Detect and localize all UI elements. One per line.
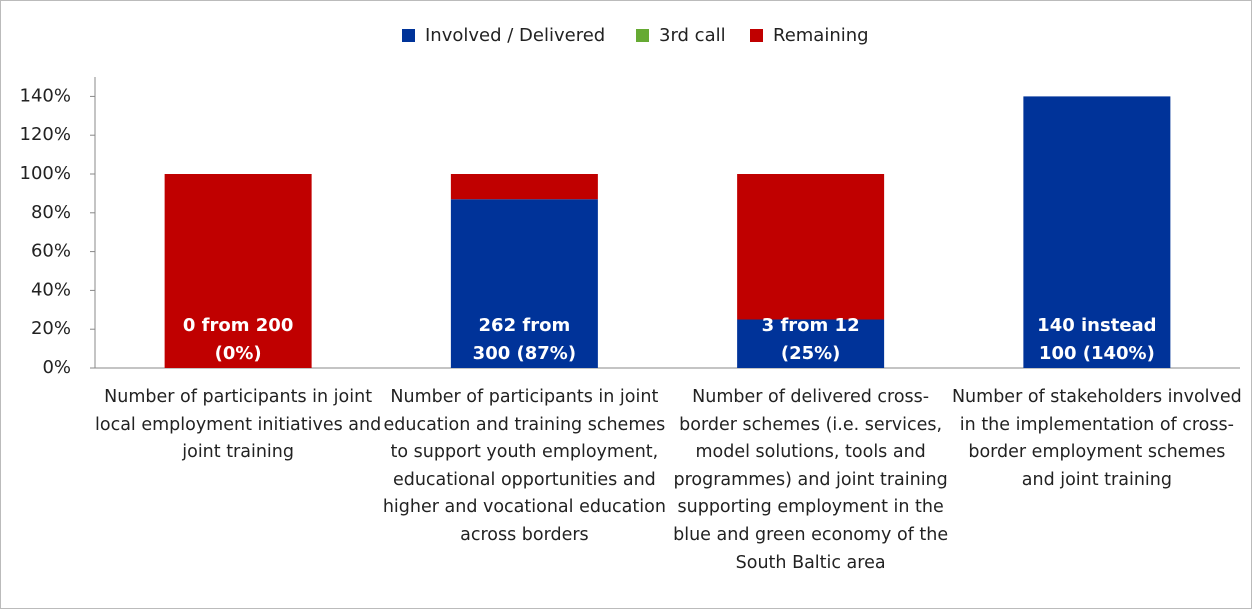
legend-swatch	[636, 29, 649, 42]
bar-segment	[164, 174, 312, 368]
bar-label-line: 100 (140%)	[1039, 343, 1155, 364]
bar-label-line: 262 from	[479, 315, 571, 336]
y-tick-label: 20%	[31, 318, 71, 339]
y-tick-label: 120%	[20, 124, 71, 145]
y-tick-label: 80%	[31, 202, 71, 223]
bar-label-line: 3 from 12	[762, 315, 860, 336]
legend-swatch	[402, 29, 415, 42]
bar-label: 3 from 12 (25%)	[762, 315, 860, 364]
bar-label: 0 from 200 (0%)	[183, 315, 293, 364]
y-tick-label: 0%	[42, 357, 71, 378]
y-tick-label: 40%	[31, 279, 71, 300]
bar-segment	[737, 319, 885, 368]
bar-label-line: 300 (87%)	[473, 343, 576, 364]
bar-label-line: 140 instead	[1037, 315, 1156, 336]
legend-label: 3rd call	[659, 25, 726, 46]
bar-segment	[737, 174, 885, 320]
bar-label-line: 0 from 200	[183, 315, 293, 336]
y-tick-label: 60%	[31, 241, 71, 262]
bar-segment	[1023, 96, 1171, 369]
legend-label: Remaining	[773, 25, 869, 46]
x-tick-label: Number of participants in joint educatio…	[382, 387, 666, 545]
bar-label: 140 instead 100 (140%)	[1037, 315, 1156, 364]
x-tick-label: Number of delivered cross-border schemes…	[673, 387, 949, 573]
legend-swatch	[750, 29, 763, 42]
x-tick-label: Number of stakeholders involved in the i…	[951, 387, 1242, 490]
y-tick-label: 100%	[20, 163, 71, 184]
legend-label: Involved / Delivered	[425, 25, 605, 46]
bar-label-line: (25%)	[781, 343, 841, 364]
x-tick-label: Number of participants in joint local em…	[95, 387, 382, 463]
bar-segment	[450, 199, 598, 368]
y-tick-label: 140%	[20, 85, 71, 106]
bar-label: 262 from 300 (87%)	[473, 315, 576, 364]
bar-segment	[450, 174, 598, 200]
bar-label-line: (0%)	[215, 343, 262, 364]
